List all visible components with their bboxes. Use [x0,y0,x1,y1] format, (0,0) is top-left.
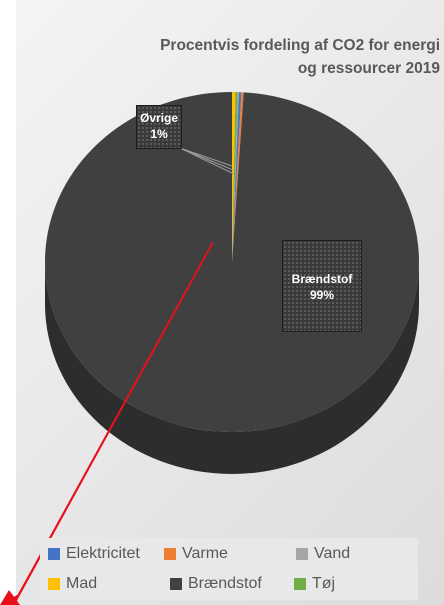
red-annotation-arrow-tail [0,590,20,605]
legend-swatch [164,548,176,560]
pie-slice-elektricitet [232,92,242,262]
legend-item-varme: Varme [164,544,228,564]
pie-slice-mad [232,92,236,262]
leader-line [179,147,233,167]
leader-line [179,147,234,171]
legend-label: Mad [66,575,98,592]
legend-item-elektricitet: Elektricitet [48,544,140,564]
data-label-braendstof: Brændstof 99% [282,240,362,332]
data-label-braendstof-name: Brændstof [291,272,353,286]
chart-legend: Elektricitet Varme Vand Mad Brændstof Tø… [40,538,418,600]
legend-label: Tøj [312,575,336,592]
data-label-braendstof-value: 99% [309,288,335,302]
data-label-ovrige-value: 1% [150,127,168,141]
pie-slice-brændstof [44,92,419,433]
legend-item-toj: Tøj [294,574,335,594]
legend-item-vand: Vand [296,544,350,564]
legend-item-mad: Mad [48,574,97,594]
legend-label: Brændstof [188,575,262,592]
legend-label: Elektricitet [66,545,140,562]
legend-swatch [48,578,60,590]
pie-side-brændstof [45,262,419,474]
leader-lines [179,147,235,175]
data-label-ovrige: Øvrige 1% [136,105,182,149]
pie-slice-varme [232,92,244,262]
data-label-ovrige-name: Øvrige [139,111,178,125]
legend-swatch [296,548,308,560]
leader-line [179,147,235,175]
chart-title: Procentvis fordeling af CO2 for energi o… [160,37,440,77]
legend-label: Vand [314,545,351,562]
legend-swatch [48,548,60,560]
pie-slice-vand [232,92,240,262]
legend-swatch [294,578,306,590]
legend-label: Varme [182,545,228,562]
legend-swatch [170,578,182,590]
pie-slice-tøj [232,92,238,262]
legend-item-braendstof: Brændstof [170,574,262,594]
